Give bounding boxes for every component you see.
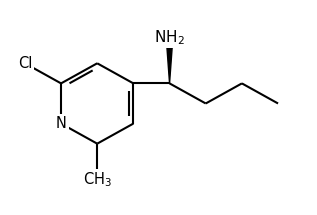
Text: $\mathregular{CH_3}$: $\mathregular{CH_3}$ <box>83 170 112 189</box>
Text: N: N <box>55 116 67 131</box>
Text: Cl: Cl <box>18 56 32 71</box>
Polygon shape <box>166 39 173 83</box>
Text: $\mathregular{NH_2}$: $\mathregular{NH_2}$ <box>154 28 185 46</box>
